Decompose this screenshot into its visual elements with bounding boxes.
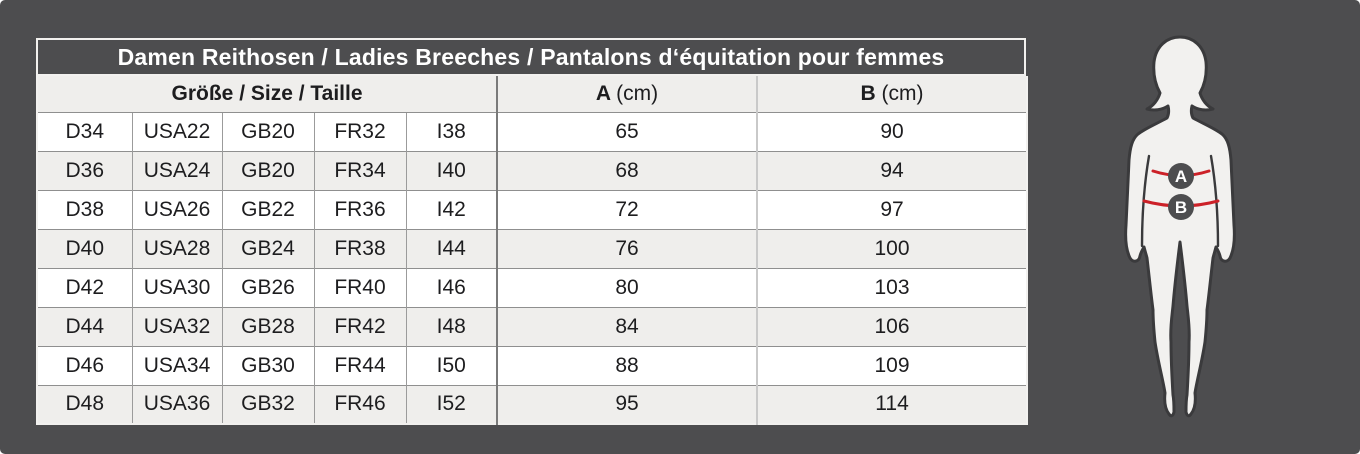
- measurement-b-header: B (cm): [756, 76, 1028, 113]
- cell-a: 88: [496, 345, 758, 385]
- cell-a: 80: [496, 267, 758, 307]
- cell-d: D40: [37, 228, 132, 268]
- cell-gb: GB26: [221, 267, 314, 307]
- cell-i: I44: [405, 228, 498, 268]
- cell-fr: FR40: [313, 267, 406, 307]
- cell-d: D36: [37, 150, 132, 190]
- cell-fr: FR32: [313, 112, 406, 151]
- table-row: D40 USA28 GB24 FR38 I44 76 100: [37, 228, 1028, 268]
- cell-fr: FR44: [313, 345, 406, 385]
- cell-b: 109: [756, 345, 1028, 385]
- cell-d: D46: [37, 345, 132, 385]
- cell-usa: USA32: [131, 306, 222, 346]
- cell-fr: FR36: [313, 189, 406, 229]
- measurement-a-label: A: [595, 81, 611, 105]
- size-table-body: D34 USA22 GB20 FR32 I38 65 90 D36 USA24 GB20 FR34 I…: [37, 112, 1028, 424]
- table-title: Damen Reithosen / Ladies Breeches / Pant…: [36, 38, 1026, 76]
- measurement-figure: A B: [1040, 10, 1320, 450]
- cell-usa: USA34: [131, 345, 222, 385]
- cell-d: D48: [37, 384, 132, 424]
- size-header-label: Größe / Size / Taille: [171, 81, 363, 105]
- cell-gb: GB20: [221, 150, 314, 190]
- cell-i: I46: [405, 267, 498, 307]
- table-title-text: Damen Reithosen / Ladies Breeches / Pant…: [117, 43, 945, 70]
- cell-usa: USA26: [131, 189, 222, 229]
- marker-b-letter: B: [1175, 198, 1187, 217]
- cell-gb: GB20: [221, 112, 314, 151]
- measurement-b-label: B: [860, 81, 876, 105]
- cell-b: 97: [756, 189, 1028, 229]
- table-header-row: Größe / Size / Taille A (cm) B (cm): [37, 76, 1028, 113]
- table-row: D36 USA24 GB20 FR34 I40 68 94: [37, 150, 1028, 190]
- table-row: D42 USA30 GB26 FR40 I46 80 103: [37, 267, 1028, 307]
- cell-usa: USA30: [131, 267, 222, 307]
- cell-gb: GB28: [221, 306, 314, 346]
- table-row: D48 USA36 GB32 FR46 I52 95 114: [37, 384, 1028, 424]
- cell-fr: FR46: [313, 384, 406, 424]
- size-table: Größe / Size / Taille A (cm) B (cm) D34 U…: [36, 76, 1029, 425]
- size-header-cell: Größe / Size / Taille: [37, 76, 498, 113]
- cell-fr: FR34: [313, 150, 406, 190]
- cell-a: 76: [496, 228, 758, 268]
- cell-b: 103: [756, 267, 1028, 307]
- cell-i: I50: [405, 345, 498, 385]
- female-silhouette: [1124, 35, 1236, 418]
- cell-b: 90: [756, 112, 1028, 151]
- cell-d: D44: [37, 306, 132, 346]
- cell-a: 68: [496, 150, 758, 190]
- cell-b: 94: [756, 150, 1028, 190]
- cell-i: I48: [405, 306, 498, 346]
- cell-i: I38: [405, 112, 498, 151]
- cell-fr: FR42: [313, 306, 406, 346]
- cell-gb: GB30: [221, 345, 314, 385]
- marker-b-badge: B: [1168, 194, 1194, 220]
- cell-fr: FR38: [313, 228, 406, 268]
- cell-usa: USA22: [131, 112, 222, 151]
- cell-usa: USA36: [131, 384, 222, 424]
- cell-b: 100: [756, 228, 1028, 268]
- cell-a: 72: [496, 189, 758, 229]
- cell-gb: GB22: [221, 189, 314, 229]
- table-row: D38 USA26 GB22 FR36 I42 72 97: [37, 189, 1028, 229]
- measurement-a-unit: (cm): [616, 81, 659, 105]
- cell-usa: USA28: [131, 228, 222, 268]
- marker-b-circle: [1168, 194, 1194, 220]
- cell-gb: GB24: [221, 228, 314, 268]
- size-table-panel: Damen Reithosen / Ladies Breeches / Pant…: [36, 38, 1029, 425]
- cell-i: I42: [405, 189, 498, 229]
- table-row: D46 USA34 GB30 FR44 I50 88 109: [37, 345, 1028, 385]
- cell-b: 114: [756, 384, 1028, 424]
- cell-d: D34: [65, 119, 105, 143]
- marker-a-circle: [1168, 163, 1194, 189]
- cell-i: I40: [405, 150, 498, 190]
- cell-b: 106: [756, 306, 1028, 346]
- cell-a: 95: [496, 384, 758, 424]
- cell-gb: GB32: [221, 384, 314, 424]
- cell-usa: USA24: [131, 150, 222, 190]
- marker-a-badge: A: [1168, 163, 1194, 189]
- marker-a-letter: A: [1175, 167, 1187, 186]
- cell-a: 84: [496, 306, 758, 346]
- measurement-b-unit: (cm): [881, 81, 924, 105]
- female-silhouette-graphic: A B: [1124, 35, 1236, 418]
- table-row: D44 USA32 GB28 FR42 I48 84 106: [37, 306, 1028, 346]
- cell-a: 65: [496, 112, 758, 151]
- table-row: D34 USA22 GB20 FR32 I38 65 90: [37, 112, 1028, 151]
- measurement-a-header: A (cm): [496, 76, 758, 113]
- cell-d: D42: [37, 267, 132, 307]
- cell-i: I52: [405, 384, 498, 424]
- cell-d: D38: [37, 189, 132, 229]
